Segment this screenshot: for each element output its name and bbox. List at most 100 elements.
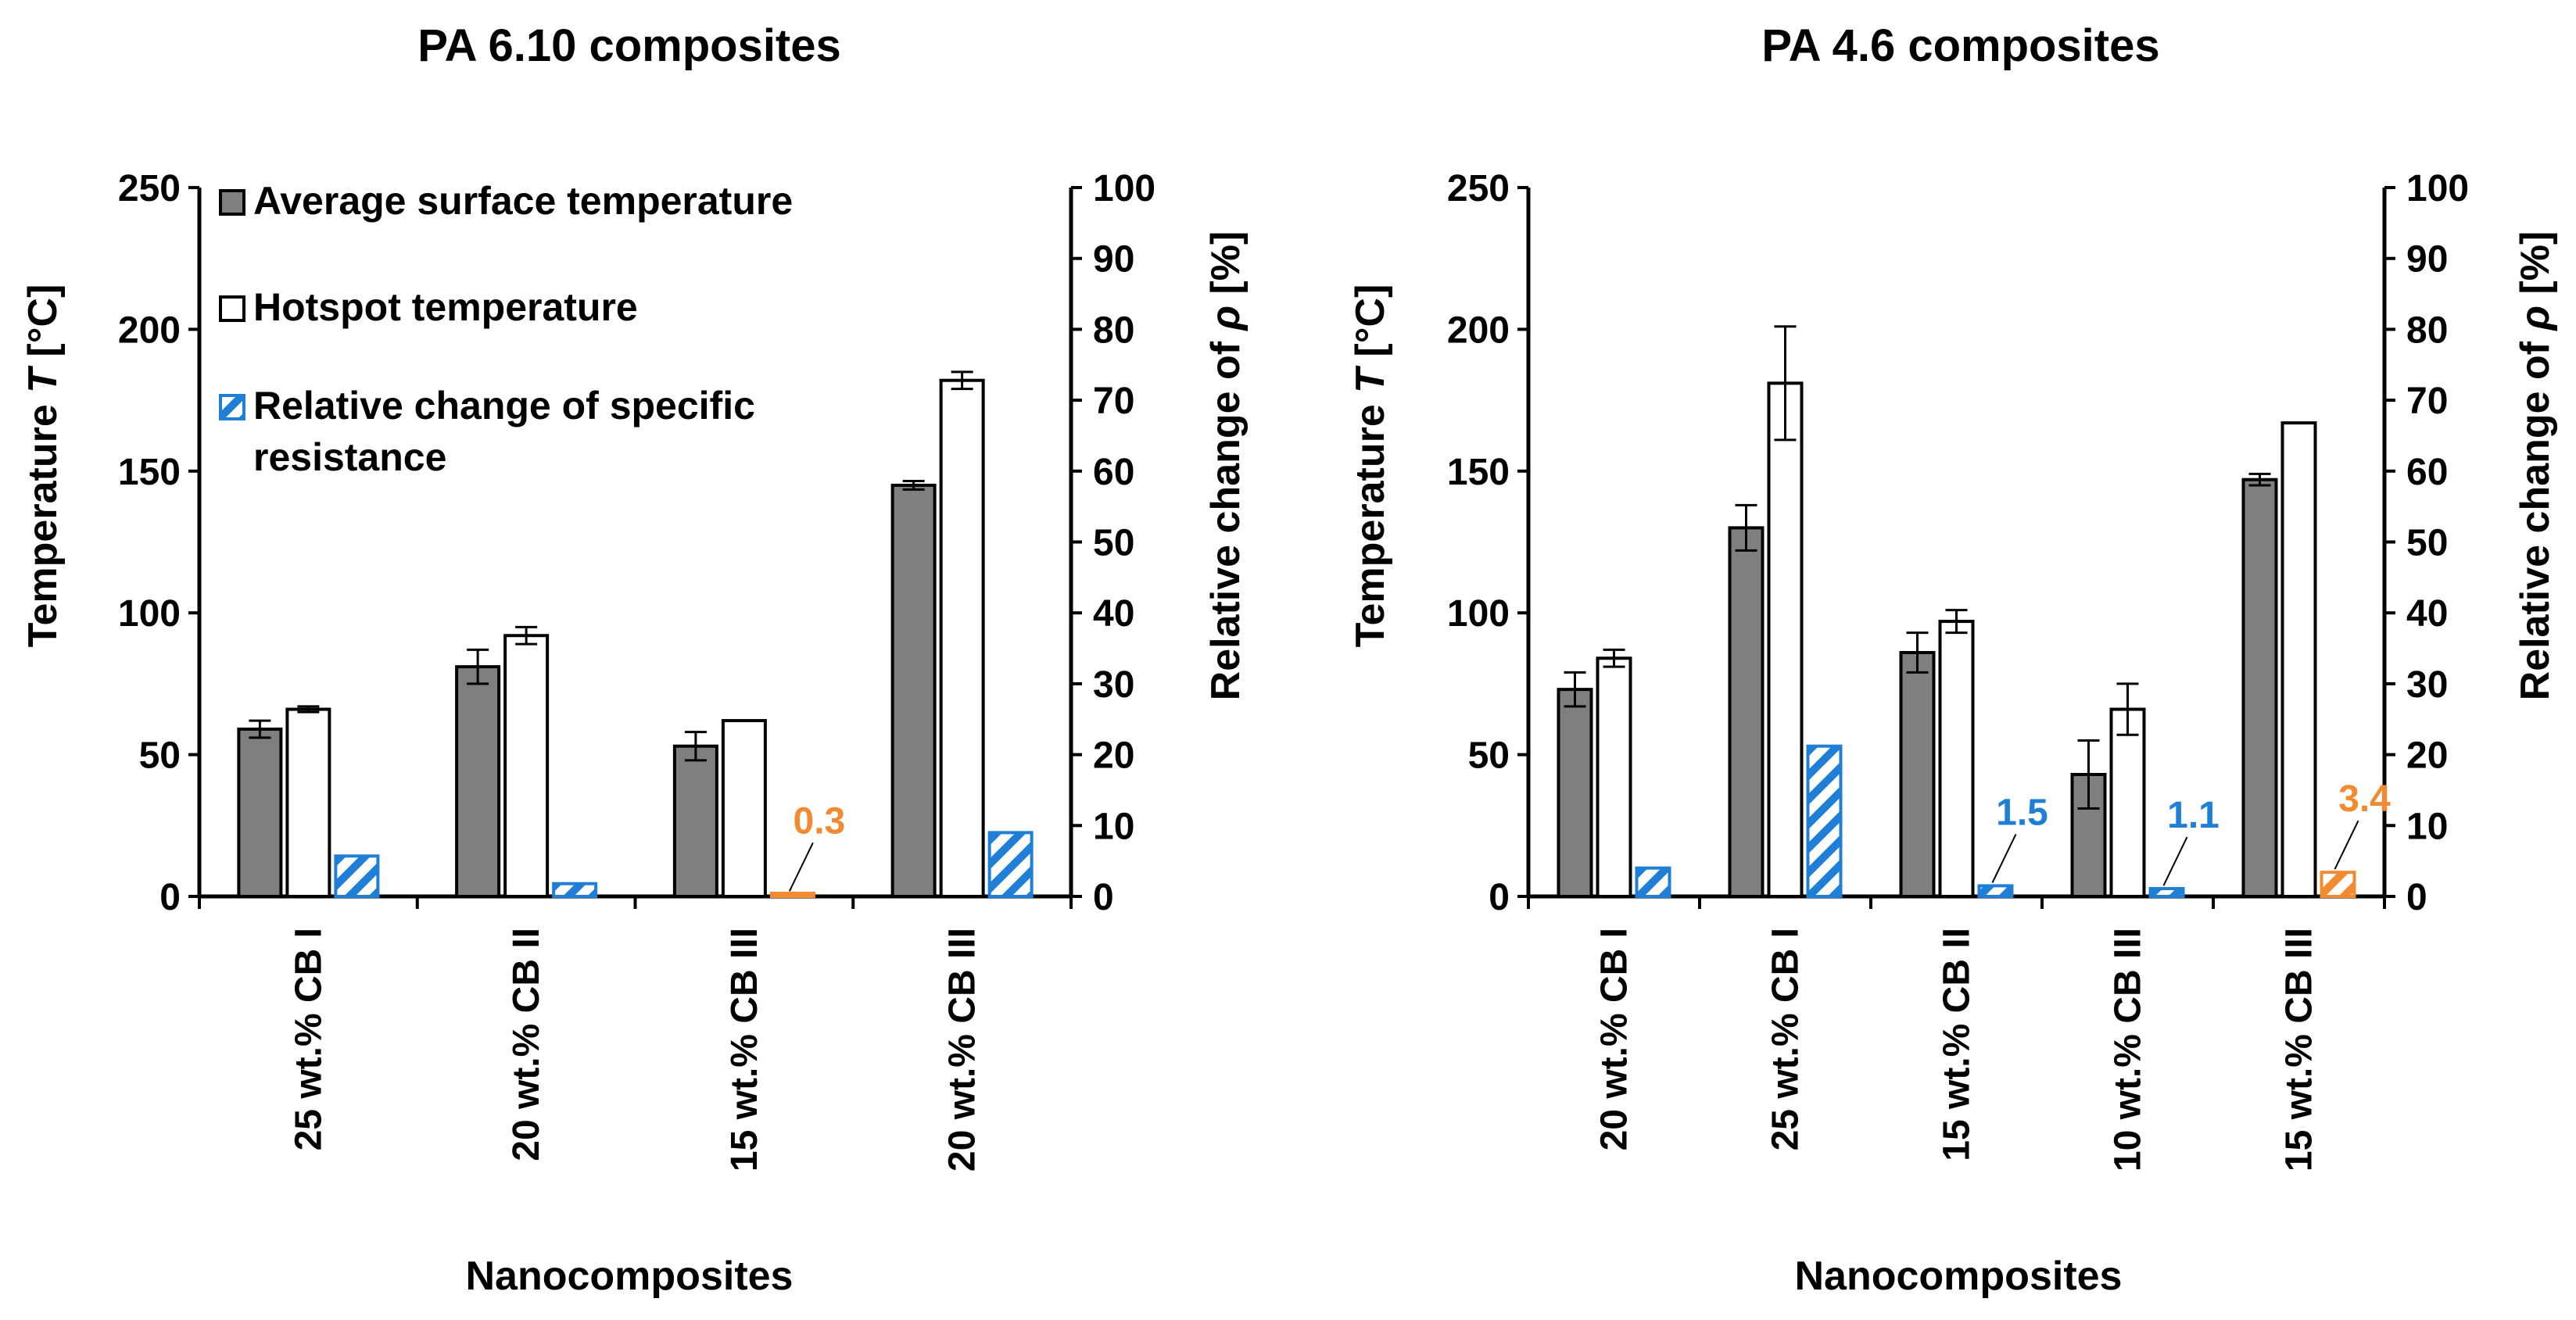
annotation-leader: [2162, 836, 2188, 886]
bar-hotspot-temperature: [1767, 381, 1804, 899]
bar-average-surface-temperature: [2241, 478, 2278, 898]
bar-relative-change: [769, 892, 815, 898]
bar-relative-change: [2320, 871, 2356, 898]
y-tick-label-left: 200: [118, 309, 181, 351]
bar-hotspot-temperature: [503, 634, 550, 898]
bar-average-surface-temperature: [672, 744, 718, 898]
annotation-label: 0.3: [794, 800, 846, 842]
y-tick-label-right: 40: [2406, 593, 2448, 635]
y-label-right-unit: [%]: [1203, 231, 1249, 306]
legend-label-rel: Relative change of specific: [253, 384, 755, 427]
bar-relative-change: [334, 854, 380, 899]
y-tick-label-right: 100: [1093, 168, 1155, 209]
annotation-leader: [2334, 820, 2359, 870]
annotation-leader: [788, 842, 814, 892]
y-label-left-symbol: T: [1348, 365, 1393, 393]
y-tick-label-left: 250: [118, 168, 181, 209]
x-category-label: 15 wt.% CB II: [1936, 928, 1978, 1161]
y-label-left-part: Temperature: [1348, 393, 1393, 648]
bar-relative-change: [1635, 866, 1671, 898]
legend-swatch-hot: [219, 295, 245, 322]
bar-average-surface-temperature: [1728, 526, 1765, 898]
y-tick-label-right: 60: [2406, 452, 2448, 493]
legend: Average surface temperature Hotspot tempe…: [219, 179, 793, 479]
chart-pa610: PA 6.10 composites Temperature T [°C] Re…: [20, 20, 1249, 1299]
y-tick-label-right: 20: [2406, 735, 2448, 777]
annotation-label: 1.1: [2167, 795, 2220, 836]
y-tick-label-right: 90: [2406, 239, 2448, 281]
chart-title: PA 4.6 composites: [1761, 20, 2159, 71]
bar-relative-change: [2148, 887, 2185, 898]
y-label-right-unit: [%]: [2513, 231, 2558, 306]
bar-relative-change: [987, 831, 1034, 898]
chart-pa46: PA 4.6 composites Temperature T [°C] Rel…: [1348, 20, 2558, 1299]
y-tick-label-left: 150: [118, 452, 181, 493]
y-label-left-unit: [°C]: [20, 284, 66, 368]
legend-label-avg: Average surface temperature: [253, 179, 793, 223]
legend-swatch-avg: [219, 189, 245, 216]
y-axis-label-right: Relative change of ρ [%]: [2513, 231, 2558, 701]
y-tick-label-right: 100: [2406, 168, 2469, 209]
y-label-right-symbol: ρ: [2513, 306, 2558, 331]
annotation-label: 3.4: [2338, 778, 2391, 820]
y-tick-label-left: 250: [1447, 168, 1510, 209]
y-tick-label-left: 0: [1489, 877, 1510, 918]
legend-swatch-rel: [219, 394, 245, 420]
y-label-left-unit: [°C]: [1348, 284, 1393, 368]
y-tick-label-right: 70: [1093, 381, 1134, 422]
y-tick-label-left: 0: [159, 877, 181, 918]
bar-hotspot-temperature: [2109, 707, 2146, 898]
x-category-label: 15 wt.% CB III: [724, 928, 765, 1172]
bar-relative-change: [552, 882, 598, 898]
y-axis-label-right: Relative change of ρ [%]: [1203, 231, 1249, 701]
bar-hotspot-temperature: [721, 719, 767, 899]
bar-average-surface-temperature: [455, 665, 501, 899]
y-tick-label-right: 20: [1093, 735, 1134, 777]
y-tick-label-right: 30: [2406, 664, 2448, 706]
x-category-label: 25 wt.% CB I: [288, 928, 329, 1150]
x-axis-label: Nanocomposites: [1795, 1254, 2123, 1299]
y-tick-label-right: 80: [2406, 309, 2448, 351]
bar-hotspot-temperature: [1596, 656, 1632, 898]
bar-average-surface-temperature: [1899, 650, 1936, 898]
legend-label-hot: Hotspot temperature: [253, 285, 638, 329]
y-tick-label-left: 200: [1447, 309, 1510, 351]
y-tick-label-right: 70: [2406, 381, 2448, 422]
y-tick-label-right: 60: [1093, 452, 1134, 493]
y-tick-label-left: 50: [139, 735, 181, 777]
chart-title: PA 6.10 composites: [417, 20, 841, 71]
legend-label-rel: resistance: [253, 435, 446, 479]
x-category-label: 20 wt.% CB III: [942, 928, 983, 1172]
bar-average-surface-temperature: [890, 483, 937, 898]
y-tick-label-right: 50: [2406, 523, 2448, 564]
y-tick-label-right: 80: [1093, 309, 1134, 351]
y-tick-label-right: 0: [2406, 877, 2427, 918]
y-tick-label-right: 10: [2406, 806, 2448, 847]
bar-hotspot-temperature: [285, 707, 331, 898]
bar-hotspot-temperature: [939, 378, 985, 899]
y-tick-label-right: 30: [1093, 664, 1134, 706]
y-tick-label-right: 10: [1093, 806, 1134, 847]
y-tick-label-left: 100: [1447, 593, 1510, 635]
y-label-left-symbol: T: [20, 365, 66, 393]
annotation-label: 1.5: [1996, 792, 2048, 833]
y-tick-label-right: 40: [1093, 593, 1134, 635]
y-tick-label-right: 0: [1093, 877, 1114, 918]
bar-average-surface-temperature: [1557, 688, 1593, 898]
x-category-label: 20 wt.% CB II: [506, 928, 547, 1161]
y-label-right-symbol: ρ: [1203, 306, 1249, 331]
x-category-label: 20 wt.% CB I: [1594, 928, 1636, 1150]
y-label-right-part: Relative change of: [2513, 330, 2558, 700]
y-label-left-part: Temperature: [20, 393, 66, 648]
y-tick-label-right: 50: [1093, 523, 1134, 564]
bar-average-surface-temperature: [237, 727, 283, 898]
y-tick-label-left: 150: [1447, 452, 1510, 493]
bar-hotspot-temperature: [2280, 421, 2317, 898]
y-tick-label-left: 100: [118, 593, 181, 635]
bar-relative-change: [1806, 744, 1843, 898]
x-axis-label: Nanocomposites: [466, 1254, 794, 1299]
y-axis-label-left: Temperature T [°C]: [1348, 284, 1393, 648]
bar-relative-change: [1977, 884, 2014, 899]
y-axis-label-left: Temperature T [°C]: [20, 284, 66, 648]
